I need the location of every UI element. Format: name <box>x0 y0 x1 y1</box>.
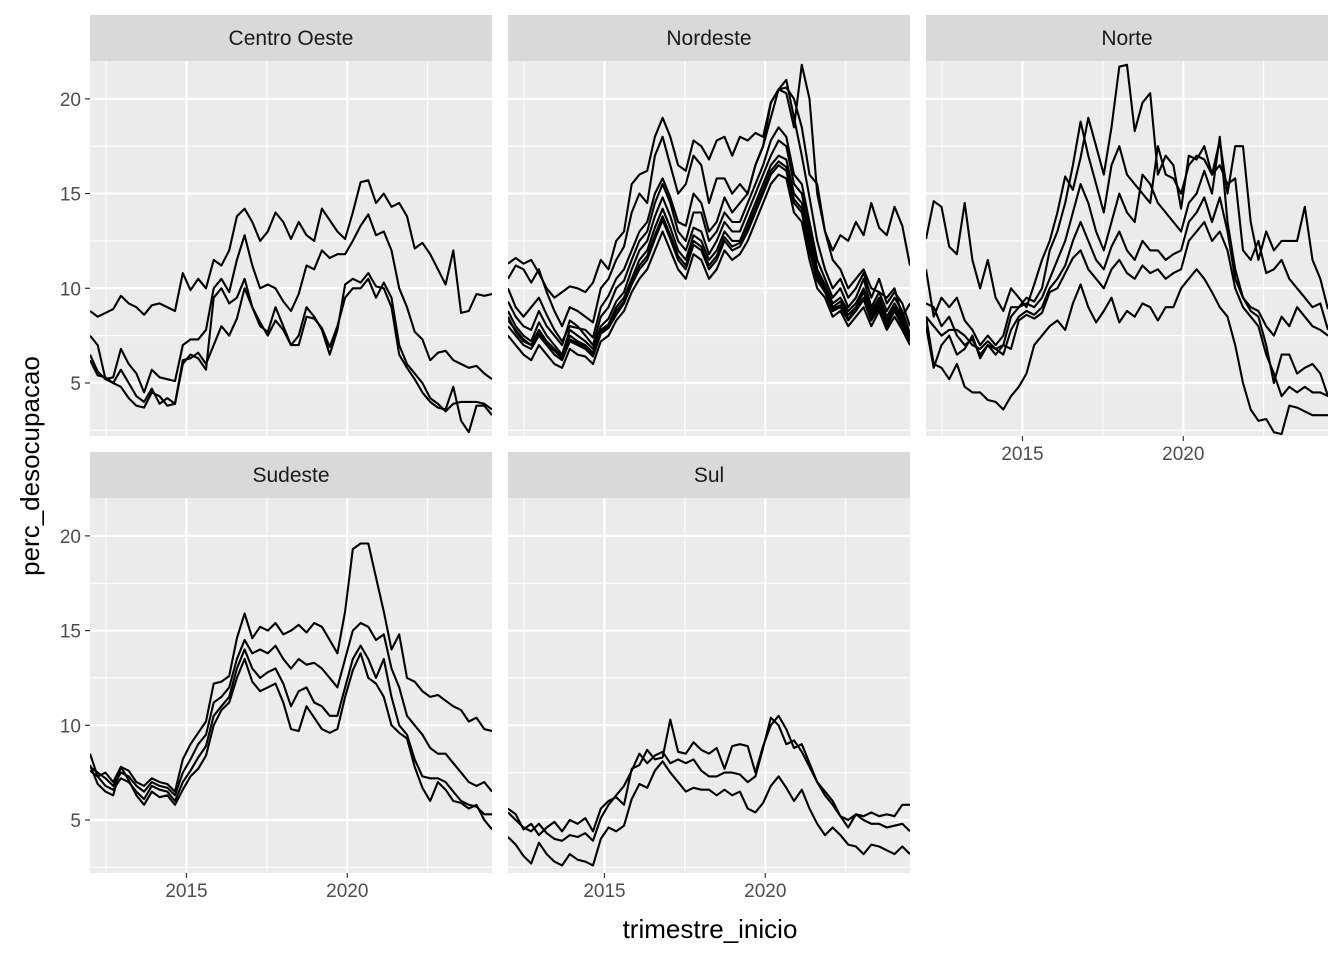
panel-background <box>90 61 492 436</box>
facet-strip-label: Sul <box>694 464 724 487</box>
y-axis-title: perc_desocupacao <box>15 356 45 576</box>
facet-strip <box>926 15 1328 61</box>
facet-panel: Nordeste <box>508 15 910 436</box>
x-tick-label: 2015 <box>165 881 207 902</box>
y-tick-label: 5 <box>70 811 81 832</box>
facet-panel: Centro Oeste 5 10 15 20 <box>60 15 492 436</box>
grid-lines <box>508 61 910 436</box>
y-tick-label: 10 <box>60 716 81 737</box>
grid-lines <box>926 61 1328 436</box>
series-line <box>508 139 910 356</box>
series-group <box>926 63 1328 436</box>
series-line <box>926 196 1328 397</box>
facet-strip-label: Centro Oeste <box>229 27 354 50</box>
series-line <box>508 716 910 842</box>
series-line <box>508 126 910 347</box>
series-group <box>90 179 492 434</box>
series-line <box>90 542 492 793</box>
y-tick-label: 10 <box>60 279 81 300</box>
grid-lines <box>90 61 492 436</box>
series-group <box>508 714 910 867</box>
series-line <box>508 173 910 369</box>
y-tick-label: 20 <box>60 527 81 548</box>
facet-strip-label: Sudeste <box>252 464 329 487</box>
facet-strip <box>90 452 492 498</box>
series-line <box>90 277 492 413</box>
series-line <box>508 154 910 358</box>
y-tick-label: 15 <box>60 185 81 206</box>
x-tick-label: 2020 <box>744 881 786 902</box>
series-line <box>508 160 910 360</box>
series-line <box>508 714 910 837</box>
panel-background <box>508 498 910 873</box>
facet-panel: Norte 2015 2020 <box>926 15 1328 465</box>
facet-panel: Sul 2015 2020 <box>508 452 910 902</box>
series-group <box>508 63 910 369</box>
facet-strip-label: Norte <box>1101 27 1152 50</box>
series-line <box>90 621 492 797</box>
x-axis-title: trimestre_inicio <box>623 914 798 944</box>
x-tick-label: 2020 <box>1162 444 1204 465</box>
series-line <box>508 78 910 343</box>
panel-background <box>90 498 492 873</box>
series-line <box>926 220 1328 398</box>
series-line <box>90 213 492 394</box>
x-tick-label: 2015 <box>583 881 625 902</box>
series-line <box>926 268 1328 436</box>
facet-strip <box>508 15 910 61</box>
x-tick-label: 2020 <box>326 881 368 902</box>
series-line <box>508 760 910 867</box>
series-line <box>90 179 492 318</box>
series-group <box>90 542 492 831</box>
x-tick-label: 2015 <box>1001 444 1043 465</box>
y-tick-label: 20 <box>60 90 81 111</box>
panel-background <box>508 61 910 436</box>
series-line <box>508 63 910 328</box>
facet-panel: Sudeste 5 10 15 20 2015 2020 <box>60 452 492 902</box>
facet-strip-label: Nordeste <box>666 27 751 50</box>
facet-strip <box>508 452 910 498</box>
y-tick-label: 15 <box>60 622 81 643</box>
series-line <box>90 652 492 831</box>
grid-lines <box>508 498 910 873</box>
series-line <box>926 120 1328 347</box>
facet-strip <box>90 15 492 61</box>
y-tick-label: 5 <box>70 374 81 395</box>
series-line <box>90 644 492 816</box>
series-line <box>508 86 910 299</box>
